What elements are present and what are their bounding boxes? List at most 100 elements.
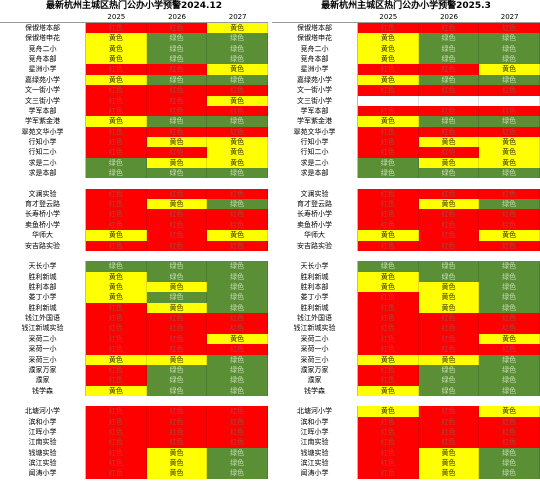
status-cell-2025: 黄色: [86, 230, 147, 241]
table-row: 娄丁小学 黄色 绿色 绿色: [0, 292, 269, 303]
table-row: 江南实验 红色 红色 红色: [0, 437, 269, 448]
school-name: 胜利本部: [0, 281, 86, 293]
status-cell-2026: 黄色: [418, 354, 480, 365]
status-cell-2026: 黄色: [418, 157, 480, 169]
school-name: 星洲小学: [0, 64, 86, 75]
table-row: 滨和小学 红色 红色 红色: [272, 416, 540, 428]
table-row: 滨和小学 红色 红色 红色: [0, 416, 269, 428]
school-name: 娄丁小学: [0, 292, 86, 303]
table-row: 星洲小学 红色 红色 黄色: [272, 64, 540, 75]
table-row: 采荷一小 红色 红色 红色: [272, 344, 540, 355]
status-cell-2027: 黄色: [207, 333, 269, 345]
table-row: 翠苑文华小学 红色 红色 红色: [0, 126, 269, 137]
school-name: 钱学森: [272, 385, 358, 396]
school-name: 学军本部: [0, 105, 86, 117]
status-cell-2027: 绿色: [479, 458, 540, 469]
school-name: 钱塘实验: [272, 447, 358, 459]
school-name: 天长小学: [272, 261, 358, 272]
status-cell-2027: 绿色: [479, 74, 540, 86]
table-row: 濮家万家 红色 绿色 绿色: [0, 364, 269, 376]
table-row: 长寿桥小学 红色 红色 红色: [0, 209, 269, 220]
status-cell-2025: 红色: [86, 95, 147, 106]
status-cell-2026: 绿色: [146, 116, 208, 127]
table-row: 求是本部 绿色 绿色 绿色: [0, 168, 269, 179]
status-cell-2026: 绿色: [146, 292, 208, 303]
status-cell-2027: 绿色: [479, 385, 540, 396]
status-cell-2025: 红色: [358, 447, 419, 459]
school-name: 保俶塔申花: [0, 33, 86, 44]
status-cell-2026: 红色: [146, 64, 208, 75]
school-name: 竞舟本部: [0, 54, 86, 65]
status-cell-2027: 黄色: [479, 64, 540, 75]
status-cell-2026: 红色: [146, 333, 208, 345]
status-cell-2026: 红色: [418, 209, 480, 220]
status-cell-2025: 红色: [358, 23, 419, 34]
school-name: 钱学森: [0, 385, 86, 396]
status-cell-2025: 红色: [358, 147, 419, 158]
school-name: 滨和小学: [272, 416, 358, 428]
school-name: 竞舟二小: [0, 43, 86, 55]
status-cell-2025: 红色: [358, 468, 419, 479]
school-name: 北塘河小学: [272, 406, 358, 417]
school-name: 江南实验: [0, 437, 86, 448]
table-row: 钱江外国语 红色 红色 红色: [272, 313, 540, 324]
status-cell-2026: 绿色: [146, 33, 208, 44]
status-cell-2027: 红色: [479, 427, 540, 438]
table-row: 卖鱼桥小学 红色 红色 红色: [0, 219, 269, 231]
status-cell-2026: 红色: [146, 323, 208, 334]
school-name: 滨江实验: [272, 458, 358, 469]
status-cell-2026: 绿色: [146, 364, 208, 376]
status-cell-2026: 红色: [146, 313, 208, 324]
status-cell-2027: 绿色: [479, 364, 540, 376]
status-cell-2026: 红色: [418, 406, 480, 417]
school-name: 长寿桥小学: [0, 209, 86, 220]
status-cell-2027: 红色: [207, 313, 269, 324]
table-row: 保俶塔本部 红色 红色 红色: [272, 23, 540, 34]
status-cell-2027: 绿色: [479, 199, 540, 210]
status-cell-2027: 红色: [207, 209, 269, 220]
status-cell-2026: 红色: [418, 344, 480, 355]
year-header: 2025 2026 2027: [272, 13, 540, 23]
status-cell-2025: 黄色: [86, 54, 147, 65]
status-cell-2026: 绿色: [146, 74, 208, 86]
status-cell-2027: 绿色: [207, 458, 269, 469]
table-row: 濮家 红色 绿色 绿色: [272, 375, 540, 386]
status-cell-2027: 绿色: [207, 468, 269, 479]
school-name: 竞舟二小: [272, 43, 358, 55]
status-cell-2026: 绿色: [418, 54, 480, 65]
status-cell-2027: 红色: [479, 219, 540, 231]
status-cell-2027: 红色: [207, 85, 269, 96]
status-cell-2025: 黄色: [358, 406, 419, 417]
table-row: 文澜实验 红色 红色 红色: [272, 188, 540, 200]
school-name: 滨和小学: [0, 416, 86, 428]
status-cell-2027: 绿色: [479, 292, 540, 303]
school-name: 嘉绿苑小学: [0, 74, 86, 86]
school-name: 保俶塔本部: [0, 23, 86, 34]
status-cell-2027: 红色: [479, 240, 540, 251]
status-cell-2027: 红色: [207, 416, 269, 428]
status-cell-2026: 红色: [418, 437, 480, 448]
table-row: 闻涛小学 红色 黄色 绿色: [272, 468, 540, 479]
status-cell-2027: 黄色: [207, 230, 269, 241]
status-cell-2025: 红色: [358, 333, 419, 345]
table-row: 安吉路实验 红色 红色 红色: [272, 240, 540, 251]
school-name: 行知二小: [0, 147, 86, 158]
status-cell-2027: 绿色: [207, 354, 269, 365]
table-row: 胜利新城 黄色 绿色 绿色: [272, 271, 540, 282]
status-cell-2026: [418, 95, 480, 106]
status-cell-2026: 黄色: [418, 458, 480, 469]
status-cell-2026: 红色: [146, 85, 208, 96]
school-name: 滨江实验: [0, 458, 86, 469]
status-cell-2027: [479, 95, 540, 106]
status-cell-2026: 绿色: [418, 168, 480, 179]
status-cell-2027: 红色: [479, 323, 540, 334]
status-cell-2025: 红色: [358, 105, 419, 117]
school-name: 濮家: [0, 375, 86, 386]
school-name: 采荷三小: [0, 354, 86, 365]
status-cell-2027: 红色: [479, 85, 540, 96]
status-cell-2025: 红色: [86, 427, 147, 438]
status-cell-2027: 绿色: [207, 199, 269, 210]
status-cell-2027: 红色: [207, 344, 269, 355]
status-cell-2025: 红色: [86, 313, 147, 324]
table-row: 求是本部 绿色 绿色 绿色: [272, 168, 540, 179]
